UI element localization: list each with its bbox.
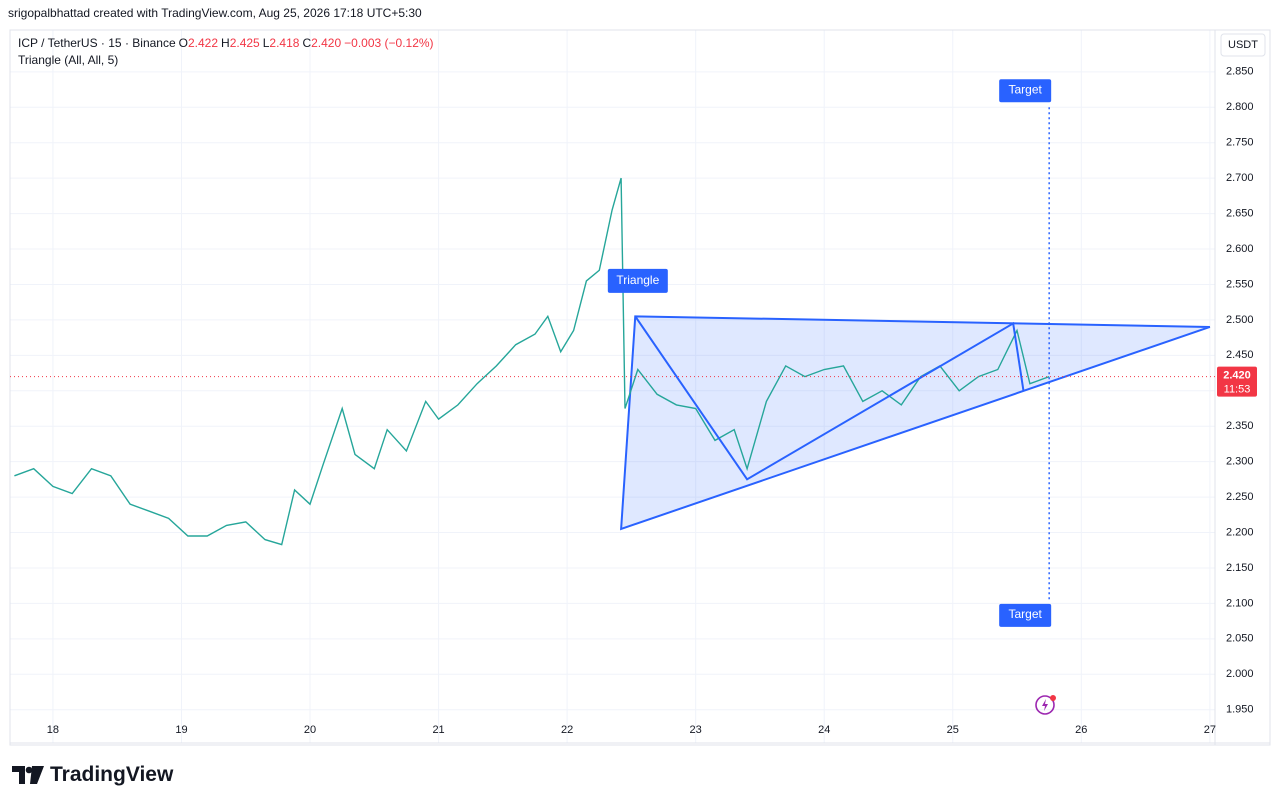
- x-tick-label: 20: [304, 724, 316, 736]
- y-tick-label: 2.650: [1226, 207, 1254, 219]
- ohlc-label: L: [262, 36, 270, 50]
- y-tick-label: 2.750: [1226, 137, 1254, 149]
- x-tick-label: 19: [175, 724, 187, 736]
- pattern-label: Triangle: [616, 273, 659, 287]
- y-tick-label: 2.850: [1226, 66, 1254, 78]
- ohlc-value: 2.420: [311, 36, 342, 50]
- ohlc-value: 2.422: [187, 36, 219, 50]
- grid: [10, 30, 1215, 743]
- y-tick-label: 2.000: [1226, 668, 1254, 680]
- last-price-box: [1217, 366, 1257, 397]
- brand: TradingView: [50, 763, 174, 786]
- y-tick-label: 1.950: [1226, 704, 1254, 716]
- alert-icon[interactable]: [1035, 695, 1056, 715]
- currency: USDT: [1228, 39, 1258, 51]
- x-tick-label: 25: [947, 724, 959, 736]
- triangle-area: [620, 315, 1211, 531]
- y-tick-label: 2.800: [1226, 101, 1254, 113]
- target-label: Target: [1008, 82, 1042, 96]
- countdown: 11:53: [1224, 383, 1251, 395]
- logo[interactable]: TradingView: [12, 763, 173, 787]
- price-line: [14, 177, 1050, 546]
- y-tick-label: 2.450: [1226, 349, 1254, 361]
- chart-frame: [9, 29, 1271, 746]
- indicator[interactable]: Triangle (All, All, 5): [18, 53, 119, 67]
- y-tick-label: 2.550: [1226, 278, 1254, 290]
- y-tick-label: 2.200: [1226, 526, 1254, 538]
- x-tick-label: 24: [818, 724, 830, 736]
- y-tick-label: 2.600: [1226, 243, 1254, 255]
- triangle-zigzag: [634, 315, 1025, 481]
- ohlc-value: 2.425: [229, 36, 260, 50]
- y-tick-label: 2.250: [1226, 491, 1254, 503]
- x-tick-label: 21: [432, 724, 444, 736]
- y-tick-label: 2.700: [1226, 172, 1254, 184]
- logo-icon: [12, 766, 44, 784]
- change: −0.003 (−0.12%): [344, 36, 434, 50]
- y-tick-label: 2.350: [1226, 420, 1254, 432]
- x-tick-label: 22: [561, 724, 573, 736]
- ohlc-label: O: [178, 36, 188, 50]
- x-tick-label: 27: [1204, 724, 1216, 736]
- y-tick-label: 2.100: [1226, 597, 1254, 609]
- pattern-box: [607, 268, 668, 293]
- ohlc-value: 2.418: [269, 36, 300, 50]
- legend: ICP / TetherUS · 15 · Binance O2.422 H2.42…: [18, 35, 437, 69]
- target-label: Target: [1008, 607, 1042, 621]
- header: srigopalbhattad created with TradingView…: [8, 6, 422, 20]
- ohlc-label: H: [221, 36, 230, 50]
- ohlc-label: C: [302, 36, 312, 50]
- x-tick-label: 23: [690, 724, 702, 736]
- y-tick-label: 2.050: [1226, 633, 1254, 645]
- y-tick-label: 2.500: [1226, 314, 1254, 326]
- x-tick-label: 18: [47, 724, 59, 736]
- x-tick-label: 26: [1075, 724, 1087, 736]
- currency-box[interactable]: [1220, 33, 1266, 57]
- target-box: [999, 79, 1052, 103]
- target-box: [999, 603, 1052, 627]
- last-price-label: 2.420: [1223, 369, 1251, 381]
- symbol[interactable]: ICP / TetherUS · 15 · Binance: [18, 36, 176, 50]
- y-tick-label: 2.150: [1226, 562, 1254, 574]
- y-tick-label: 2.300: [1226, 456, 1254, 468]
